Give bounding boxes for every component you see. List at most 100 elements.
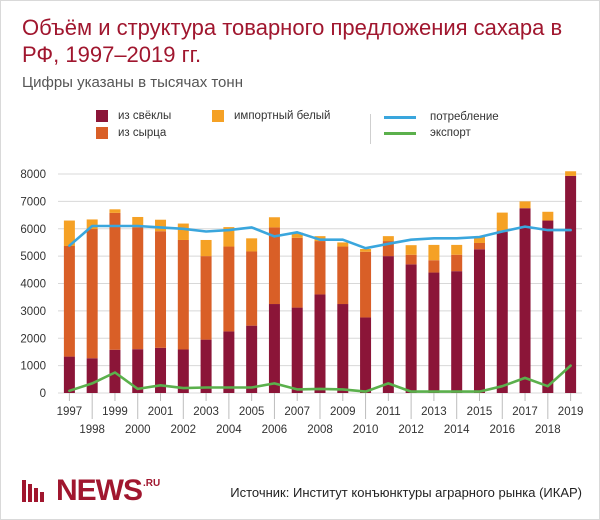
legend-raw: из сырца — [96, 127, 166, 139]
legend-export-label: экспорт — [430, 127, 471, 139]
source-note: Источник: Институт конъюнктуры аграрного… — [230, 485, 582, 500]
sugar-supply-chart: 0 1000 2000 3000 4000 5000 6000 7000 8000 1997 199… — [20, 169, 584, 436]
bar-segment — [360, 251, 372, 318]
y-tick-label: 6000 — [20, 224, 46, 236]
bar-segment — [200, 239, 212, 257]
bar-segment — [496, 232, 508, 393]
bar-segment — [496, 212, 508, 231]
bar-segment — [268, 217, 280, 228]
bar-segment — [200, 256, 212, 340]
x-tick-label: 2013 — [421, 406, 447, 418]
news-logo: NEWS .RU — [22, 476, 160, 506]
bar-segment — [86, 358, 98, 393]
legend-export: экспорт — [384, 127, 471, 139]
x-tick-label: 2003 — [193, 406, 219, 418]
bar-segment — [63, 220, 75, 246]
bar-segment — [337, 246, 349, 305]
bar-segment — [246, 238, 258, 252]
y-tick-label: 8000 — [20, 169, 46, 181]
bar-segment — [382, 236, 394, 242]
x-tick-label: 2005 — [239, 406, 265, 418]
x-tick-label: 2012 — [398, 424, 424, 436]
bar-segment — [473, 236, 485, 243]
x-tick-label: 2014 — [444, 424, 470, 436]
x-tick-label: 2004 — [216, 424, 242, 436]
x-tick-label: 2000 — [125, 424, 151, 436]
bar-segment — [246, 251, 258, 326]
x-tick-label: 1999 — [102, 406, 128, 418]
series-line — [68, 364, 572, 393]
series-line — [68, 224, 572, 250]
bar-segment — [337, 242, 349, 247]
legend-beet-swatch — [96, 110, 108, 122]
bar-segment — [565, 175, 577, 393]
x-tick-label: 2008 — [307, 424, 333, 436]
x-tick-label: 1997 — [57, 406, 83, 418]
bar-segment — [268, 304, 280, 393]
logo-suffix: .RU — [143, 478, 161, 489]
bar-segment — [519, 201, 531, 209]
bar-segment — [132, 349, 144, 393]
x-tick-label: 2018 — [535, 424, 561, 436]
x-tick-label: 2017 — [512, 406, 538, 418]
bar-segment — [268, 227, 280, 305]
bar-segment — [155, 347, 167, 393]
bar-segment — [223, 246, 235, 332]
chart-subtitle: Цифры указаны в тысячах тонн — [22, 74, 243, 91]
bar-segment — [109, 212, 121, 350]
bar-segment — [519, 208, 531, 393]
bar-segment — [223, 227, 235, 247]
bar-segment — [451, 254, 463, 272]
chart-title: Объём и структура товарного предложения … — [22, 15, 563, 67]
bar-segment — [246, 325, 258, 393]
bar-segment — [565, 171, 577, 176]
bar-segment — [177, 349, 189, 393]
bar-segment — [451, 244, 463, 255]
y-tick-label: 0 — [40, 388, 46, 400]
legend-consumption: потребление — [384, 111, 499, 123]
x-tick-label: 2019 — [558, 406, 584, 418]
bar-segment — [542, 220, 554, 393]
logo-text: NEWS — [56, 474, 143, 507]
x-tick-label: 2006 — [262, 424, 288, 436]
bar-segment — [360, 249, 372, 252]
bar-segment — [155, 231, 167, 348]
bar-segment — [473, 249, 485, 393]
y-tick-label: 7000 — [20, 196, 46, 208]
bar-segment — [360, 317, 372, 393]
legend-consumption-label: потребление — [430, 111, 499, 123]
bar-segment — [223, 331, 235, 393]
bar-segment — [337, 304, 349, 393]
legend-import-label: импортный белый — [234, 110, 331, 122]
legend-raw-swatch — [96, 127, 108, 139]
legend-separator — [370, 114, 371, 144]
bar-segment — [155, 219, 167, 232]
bar-segment — [177, 239, 189, 350]
x-tick-label: 1998 — [79, 424, 105, 436]
bar-segment — [86, 219, 98, 230]
bar-segment — [314, 241, 326, 295]
x-tick-label: 2011 — [376, 406, 401, 418]
bar-segment — [405, 264, 417, 393]
x-tick-label: 2010 — [353, 424, 379, 436]
y-tick-label: 4000 — [20, 279, 46, 291]
x-tick-label: 2007 — [284, 406, 310, 418]
y-tick-label: 3000 — [20, 306, 46, 318]
bar-segment — [86, 229, 98, 359]
bar-segment — [382, 241, 394, 257]
bar-segment — [291, 237, 303, 308]
bar-segment — [63, 356, 75, 393]
legend-beet: из свёклы — [96, 110, 171, 122]
bar-segment — [451, 271, 463, 393]
legend-consumption-line — [384, 115, 416, 119]
bar-segment — [291, 232, 303, 238]
bar-segment — [473, 242, 485, 250]
legend-export-line — [384, 131, 416, 135]
logo-mark-icon — [22, 480, 44, 502]
bar-segment — [200, 339, 212, 393]
y-tick-label: 1000 — [20, 361, 46, 373]
bar-segment — [382, 256, 394, 393]
legend-import-swatch — [212, 110, 224, 122]
bar-segment — [428, 244, 440, 261]
x-tick-label: 2002 — [171, 424, 197, 436]
